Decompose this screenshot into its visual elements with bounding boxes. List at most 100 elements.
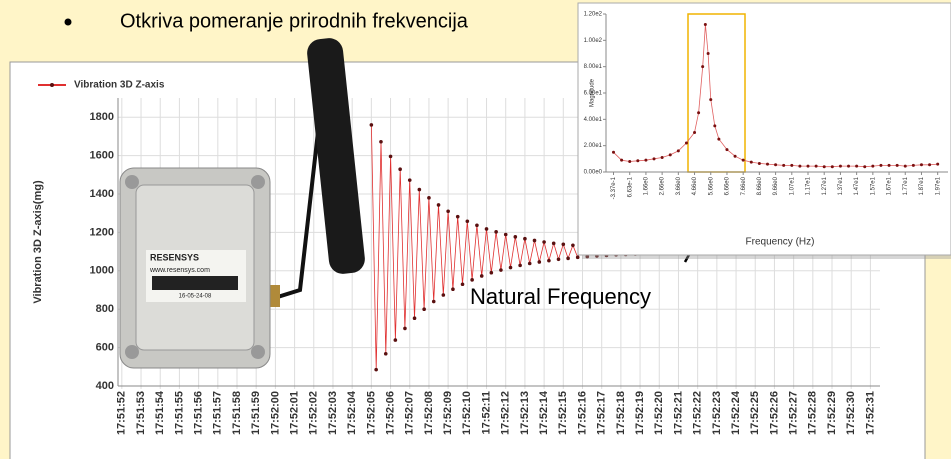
x-tick-label: 17:52:04 (346, 390, 358, 435)
x-tick-label: 2.66e0 (660, 176, 666, 195)
screw (125, 175, 139, 189)
data-point (461, 282, 465, 286)
x-tick-label: 17:52:27 (788, 391, 800, 435)
x-tick-label: 17:52:28 (807, 391, 819, 435)
y-tick-label: 2.00e1 (584, 143, 603, 149)
x-tick-label: 17:52:30 (845, 391, 857, 435)
data-point (427, 196, 431, 200)
data-point (523, 237, 527, 241)
x-tick-label: 17:52:26 (768, 391, 780, 435)
data-point (480, 274, 484, 278)
x-tick-label: 1.17e1 (806, 176, 812, 195)
screw (125, 345, 139, 359)
data-point (704, 23, 707, 26)
data-point (485, 227, 489, 231)
x-tick-label: 4.66e0 (692, 176, 698, 195)
data-point (653, 157, 656, 160)
x-tick-label: 17:52:17 (596, 391, 608, 435)
x-tick-label: 1.97e1 (935, 176, 941, 195)
x-tick-label: 17:52:20 (653, 391, 665, 435)
y-tick-label: 1400 (90, 188, 114, 200)
x-tick-label: 17:51:53 (135, 391, 147, 435)
data-point (398, 167, 402, 171)
data-point (707, 52, 710, 55)
inset-frame (578, 3, 951, 255)
data-point (669, 153, 672, 156)
x-tick-label: 17:52:01 (288, 391, 300, 435)
sensor-brand: RESENSYS (150, 252, 199, 262)
x-tick-label: 8.66e0 (757, 176, 763, 195)
data-point (661, 156, 664, 159)
data-point (370, 123, 374, 127)
y-tick-label: 0.00e0 (584, 170, 603, 176)
data-point (815, 165, 818, 168)
x-tick-label: 1.66e0 (643, 176, 649, 195)
data-point (466, 219, 470, 223)
barcode (152, 276, 238, 290)
sensor-url: www.resensys.com (149, 267, 210, 274)
data-point (798, 165, 801, 168)
data-point (475, 223, 479, 227)
bullet-text: Otkriva pomeranje prirodnih frekvencija (120, 10, 469, 32)
data-point (888, 164, 891, 167)
y-tick-label: 8.00e1 (584, 64, 603, 70)
data-point (831, 165, 834, 168)
data-point (709, 98, 712, 101)
data-point (494, 230, 498, 234)
data-point (750, 161, 753, 164)
annotation: Natural Frequency (470, 284, 651, 309)
x-tick-label: 17:51:55 (173, 391, 185, 435)
data-point (571, 243, 575, 247)
data-point (451, 287, 455, 291)
inset-x-axis-label: Frequency (Hz) (746, 237, 815, 248)
x-tick-label: 17:52:22 (692, 391, 704, 435)
data-point (936, 163, 939, 166)
x-tick-label: 17:52:23 (711, 391, 723, 435)
bullet-dot (65, 19, 72, 26)
slide: Otkriva pomeranje prirodnih frekvencija … (0, 0, 951, 459)
x-tick-label: 17:52:29 (826, 391, 838, 435)
data-point (437, 203, 441, 207)
data-point (528, 262, 532, 266)
data-point (871, 165, 874, 168)
data-point (807, 165, 810, 168)
data-point (566, 257, 570, 261)
data-point (538, 260, 542, 264)
data-point (561, 243, 565, 247)
data-point (533, 239, 537, 243)
screw (251, 345, 265, 359)
y-tick-label: 1000 (90, 265, 114, 277)
x-tick-label: 17:52:11 (480, 391, 492, 434)
data-point (379, 140, 383, 144)
data-point (576, 256, 580, 260)
y-tick-label: 1600 (90, 150, 114, 162)
data-point (644, 159, 647, 162)
data-point (920, 163, 923, 166)
data-point (620, 159, 623, 162)
data-point (403, 327, 407, 331)
data-point (374, 368, 378, 372)
x-tick-label: 17:52:08 (423, 391, 435, 435)
data-point (547, 259, 551, 263)
x-tick-label: 17:52:15 (557, 391, 569, 435)
x-tick-label: 1.27e1 (822, 176, 828, 195)
y-tick-label: 4.00e1 (584, 117, 603, 123)
screw (251, 175, 265, 189)
data-point (713, 124, 716, 127)
x-tick-label: 17:52:10 (461, 391, 473, 435)
x-tick-label: 1.57e1 (870, 176, 876, 195)
y-tick-label: 600 (96, 342, 114, 354)
x-tick-label: 17:52:24 (730, 390, 742, 435)
x-tick-label: 17:52:00 (269, 391, 281, 435)
data-point (499, 268, 503, 272)
data-point (446, 209, 450, 213)
x-tick-label: 5.66e0 (708, 176, 714, 195)
data-point (504, 233, 508, 237)
data-point (636, 159, 639, 162)
data-point (904, 165, 907, 168)
data-point (855, 165, 858, 168)
y-axis-label: Vibration 3D Z-axis(mg) (32, 180, 44, 304)
x-tick-label: 17:52:19 (634, 391, 646, 435)
y-tick-label: 1.00e2 (584, 38, 603, 44)
x-tick-label: 1.37e1 (838, 176, 844, 195)
